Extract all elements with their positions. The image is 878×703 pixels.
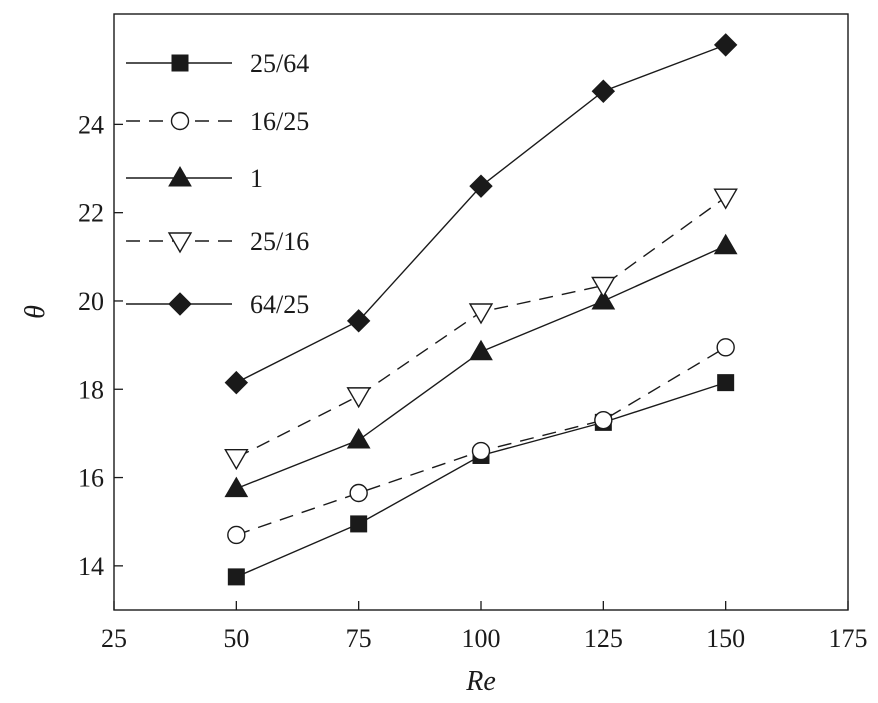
legend-marker	[167, 232, 193, 254]
legend-entry: 25/16	[126, 227, 309, 256]
legend: 25/64 16/25 1 25/16 64/25	[126, 49, 309, 319]
legend-label: 16/25	[250, 107, 309, 136]
data-point	[591, 79, 616, 103]
legend-marker	[168, 292, 192, 316]
y-axis-title: θ	[20, 305, 51, 319]
legend-entry: 64/25	[126, 290, 309, 319]
plot-area	[224, 33, 738, 586]
x-tick-label: 100	[462, 624, 501, 653]
legend-label: 25/64	[250, 49, 309, 78]
data-point	[471, 441, 491, 461]
x-tick-label: 125	[584, 624, 623, 653]
legend-marker	[170, 111, 190, 131]
data-point	[227, 525, 246, 545]
series-4	[224, 33, 738, 395]
series-line	[236, 196, 727, 459]
data-point	[469, 339, 493, 361]
x-tick-label: 25	[101, 624, 127, 653]
series-line	[236, 44, 726, 384]
y-tick-label: 14	[78, 552, 104, 581]
data-point	[591, 276, 616, 298]
data-point	[224, 448, 249, 471]
y-tick-label: 22	[78, 199, 104, 228]
series-3	[224, 188, 738, 471]
data-point	[346, 309, 371, 333]
y-tick-label: 18	[78, 375, 104, 404]
legend-label: 25/16	[250, 227, 309, 256]
x-tick-label: 75	[346, 624, 372, 653]
legend-marker	[171, 54, 189, 72]
data-point	[469, 174, 493, 198]
y-tick-label: 24	[78, 110, 104, 139]
axes: 25 50 75 100 125 150 175 14 16 18 20 22 24	[78, 13, 868, 653]
legend-entry: 25/64	[126, 49, 309, 78]
data-point	[346, 387, 371, 409]
data-point	[716, 338, 735, 357]
x-tick-label: 175	[829, 624, 868, 653]
data-point	[346, 428, 371, 449]
series-1	[227, 338, 735, 545]
series-line	[236, 346, 727, 536]
data-point	[713, 188, 738, 210]
y-tick-label: 16	[78, 464, 104, 493]
data-point	[713, 33, 738, 57]
data-point	[350, 515, 368, 533]
legend-entry: 1	[126, 164, 263, 193]
series-2	[224, 233, 738, 498]
series-line	[236, 381, 726, 578]
series-0	[227, 374, 735, 586]
data-point	[713, 233, 738, 255]
data-point	[594, 410, 613, 430]
legend-label: 64/25	[250, 290, 309, 319]
data-point	[468, 303, 494, 325]
x-tick-label: 50	[223, 624, 249, 653]
legend-entry: 16/25	[126, 107, 309, 136]
data-point	[349, 483, 368, 503]
x-tick-label: 150	[706, 624, 745, 653]
x-axis-title: Re	[465, 666, 496, 697]
y-tick-label: 20	[78, 287, 104, 316]
legend-label: 1	[250, 164, 263, 193]
data-point	[717, 374, 735, 392]
data-point	[227, 568, 245, 586]
data-point	[224, 370, 249, 395]
data-point	[591, 288, 616, 310]
legend-marker	[168, 166, 192, 187]
data-point	[224, 476, 249, 498]
